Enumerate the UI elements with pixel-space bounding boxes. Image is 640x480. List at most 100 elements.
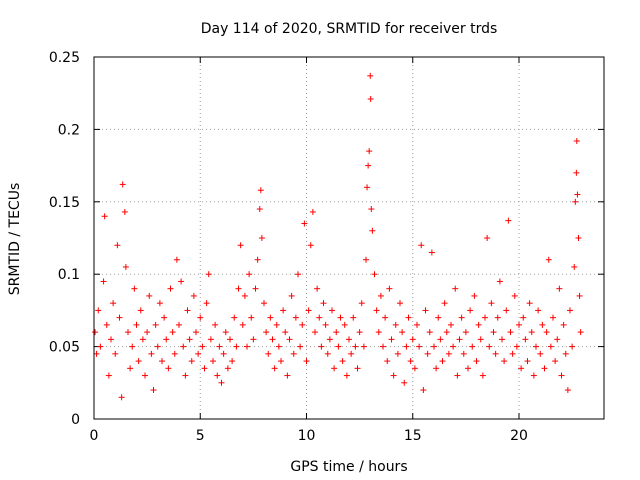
data-point <box>324 350 331 357</box>
data-point <box>284 372 291 379</box>
data-point <box>312 329 318 336</box>
data-point <box>528 329 535 336</box>
data-point <box>366 148 373 155</box>
data-point <box>577 329 584 336</box>
data-point <box>216 343 223 350</box>
data-point <box>301 220 308 227</box>
data-point <box>167 285 174 292</box>
data-point <box>431 343 437 350</box>
data-point <box>257 187 264 194</box>
data-point <box>437 336 444 343</box>
data-point <box>443 329 450 336</box>
data-point <box>97 343 104 350</box>
data-point <box>173 256 180 263</box>
data-point <box>441 300 448 307</box>
data-point <box>241 292 248 299</box>
data-point <box>422 307 429 314</box>
data-point <box>118 394 125 401</box>
data-point <box>195 350 202 357</box>
data-point <box>186 336 193 343</box>
data-point <box>456 336 463 343</box>
data-point <box>184 307 191 314</box>
data-point <box>239 321 246 328</box>
data-point <box>267 314 274 321</box>
data-point <box>567 307 573 314</box>
data-point <box>163 336 170 343</box>
data-point <box>348 350 355 357</box>
data-point <box>303 358 310 365</box>
data-point <box>252 285 259 292</box>
data-point <box>543 329 550 336</box>
data-point <box>522 336 529 343</box>
x-tick-label: 15 <box>404 428 422 444</box>
data-point <box>201 365 208 372</box>
data-point <box>331 365 338 372</box>
data-point <box>569 343 576 350</box>
data-point <box>278 358 284 365</box>
data-point <box>375 329 382 336</box>
data-point <box>452 285 459 292</box>
data-point <box>159 358 165 365</box>
data-point <box>416 343 423 350</box>
data-point <box>139 336 146 343</box>
data-point <box>369 227 376 234</box>
data-point <box>309 208 316 215</box>
data-point <box>335 343 342 350</box>
data-point <box>316 314 323 321</box>
data-point <box>152 321 159 328</box>
data-point <box>384 358 391 365</box>
data-point <box>182 372 189 379</box>
data-point <box>190 292 197 299</box>
data-point <box>365 162 372 169</box>
data-point <box>199 343 206 350</box>
data-point <box>125 329 131 336</box>
data-point <box>354 365 361 372</box>
data-point <box>414 321 420 328</box>
data-point <box>131 285 138 292</box>
data-point <box>248 314 255 321</box>
data-point <box>490 329 497 336</box>
data-point <box>526 300 533 307</box>
data-point <box>103 321 110 328</box>
data-point <box>573 169 580 176</box>
data-point <box>556 285 563 292</box>
x-tick-label: 5 <box>196 428 205 444</box>
data-point <box>460 350 467 357</box>
data-point <box>244 343 250 350</box>
y-tick-label: 0 <box>71 412 80 428</box>
data-point <box>197 314 204 321</box>
data-point <box>343 372 350 379</box>
data-point <box>484 235 491 241</box>
data-point <box>411 365 418 372</box>
data-point <box>433 365 440 372</box>
data-point <box>180 343 187 350</box>
data-point <box>346 336 352 343</box>
data-point <box>246 271 253 278</box>
data-point <box>352 343 359 350</box>
data-point <box>403 343 410 350</box>
data-point <box>572 198 579 205</box>
data-point <box>494 314 501 321</box>
data-point <box>150 387 157 394</box>
data-point <box>428 249 435 256</box>
data-point <box>560 321 567 328</box>
data-point <box>137 307 144 314</box>
data-point <box>295 271 301 278</box>
data-point <box>448 321 454 328</box>
y-tick-label: 0.25 <box>49 50 80 66</box>
data-point <box>142 372 148 379</box>
data-point <box>547 343 554 350</box>
x-tick-label: 20 <box>510 428 528 444</box>
data-point <box>207 336 214 343</box>
data-point <box>273 321 280 328</box>
data-point <box>486 343 493 350</box>
data-point <box>95 307 102 314</box>
data-point <box>575 235 582 241</box>
data-point <box>450 343 457 350</box>
data-point <box>435 314 442 321</box>
data-point <box>297 343 304 350</box>
data-point <box>537 350 544 357</box>
data-point <box>373 307 380 314</box>
x-tick-label: 10 <box>298 428 316 444</box>
data-point <box>108 336 114 343</box>
